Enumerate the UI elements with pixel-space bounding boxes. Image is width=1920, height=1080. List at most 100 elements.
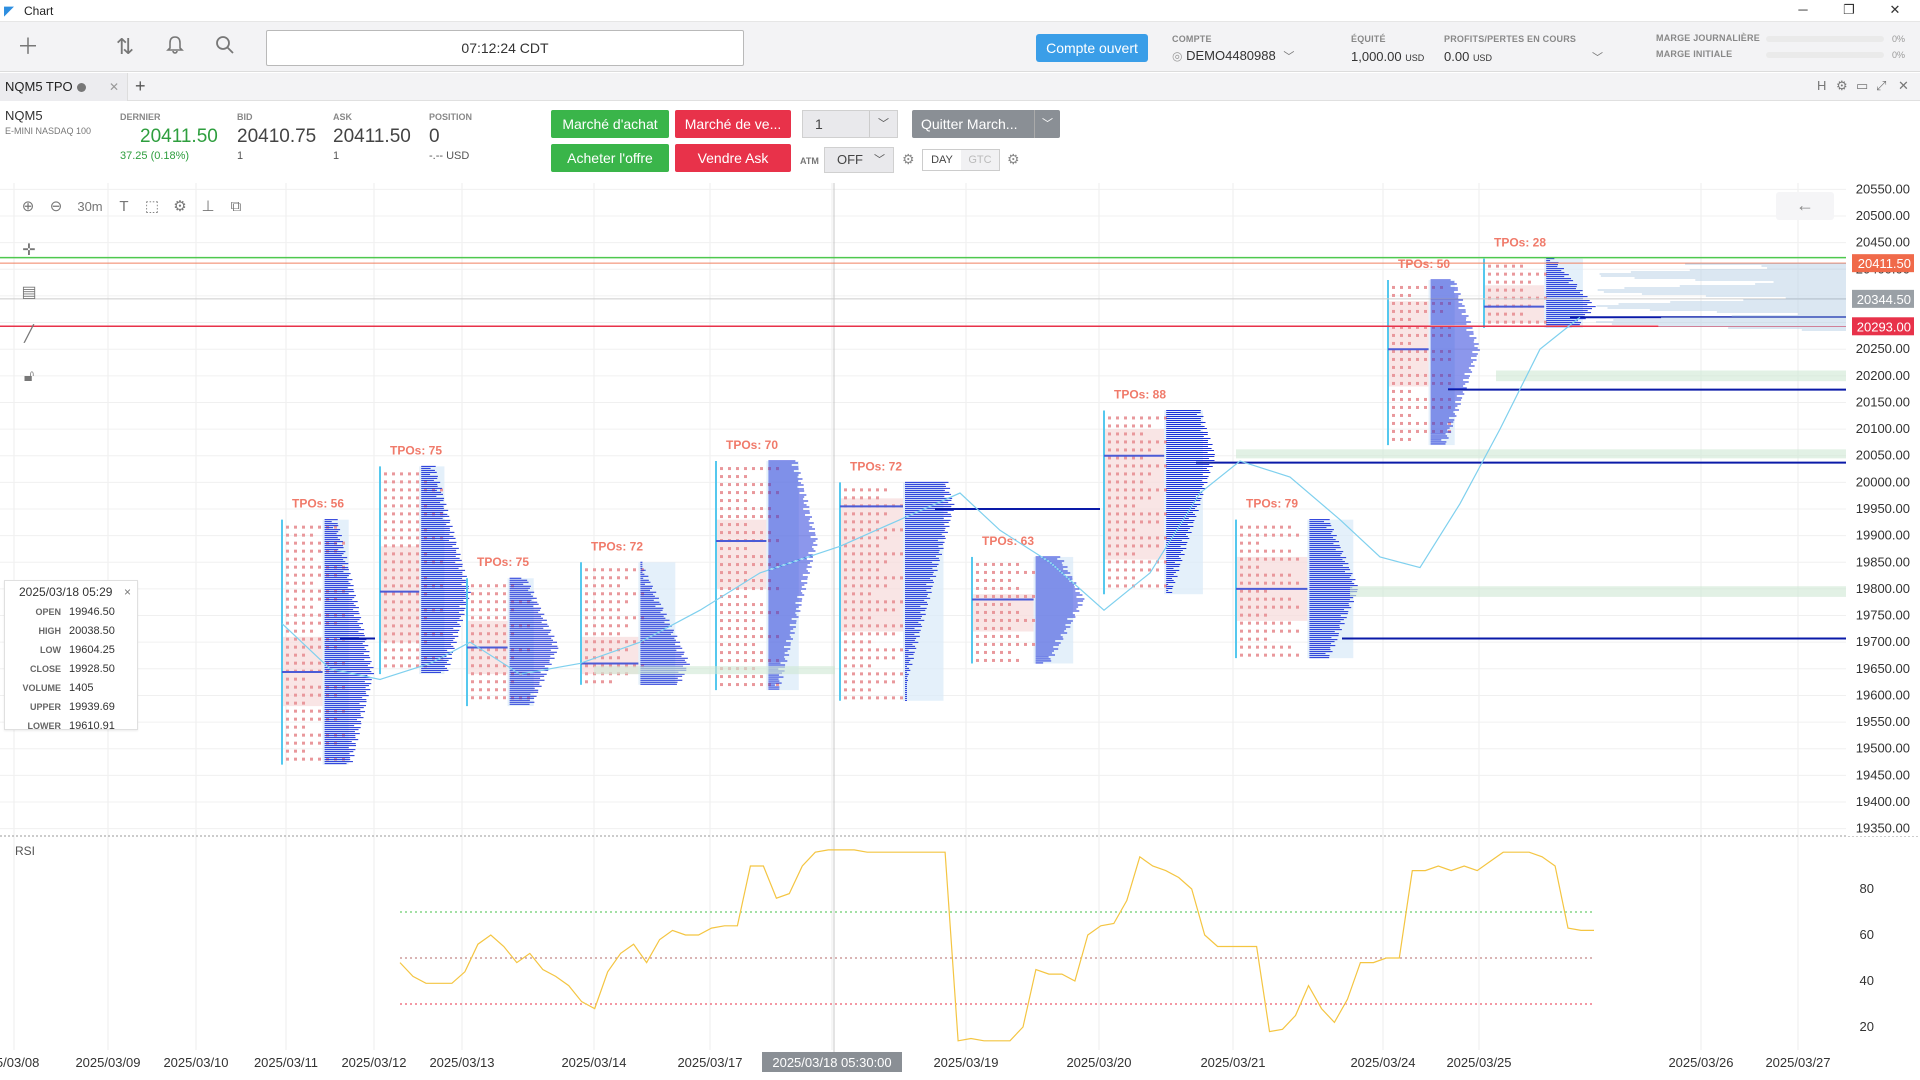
h-toggle-button[interactable]: H	[1817, 78, 1827, 93]
tpo-mark	[1400, 397, 1403, 401]
tpo-mark	[1520, 272, 1523, 276]
tpo-mark	[294, 637, 297, 641]
price-tag-label: 20344.50	[1857, 292, 1911, 307]
line-draw-icon[interactable]: ╱	[24, 326, 34, 343]
tpo-mark	[720, 507, 723, 511]
tpo-count-label: TPOs: 28	[1494, 236, 1546, 250]
interval-selector[interactable]: 30m	[77, 199, 103, 214]
add-icon[interactable]: ＋	[16, 34, 39, 59]
tpo-mark	[408, 480, 411, 484]
order-settings-gear-icon[interactable]: ⚙	[1007, 151, 1020, 167]
tpo-mark	[585, 632, 588, 636]
tpo-mark	[1392, 429, 1395, 433]
tpo-mark	[1512, 264, 1515, 268]
tif-day-option[interactable]: DAY	[923, 150, 961, 170]
tpo-mark	[736, 555, 739, 559]
tpo-mark	[1132, 432, 1135, 436]
tpo-mark	[1264, 549, 1267, 553]
buy-market-button[interactable]: Marché d'achat	[551, 110, 669, 138]
tab-nqm5-tpo[interactable]: NQM5 TPO ✕	[0, 73, 128, 101]
tpo-mark	[633, 568, 636, 572]
chevron-down-icon[interactable]: ﹀	[1034, 110, 1060, 138]
tpo-mark	[625, 576, 628, 580]
crosshair-icon[interactable]: ✛	[22, 242, 36, 259]
sell-market-button[interactable]: Marché de ve...	[675, 110, 791, 138]
tpo-mark	[992, 570, 995, 574]
tpo-mark	[479, 672, 482, 676]
tpo-mark	[884, 680, 887, 684]
tpo-mark	[1000, 626, 1003, 630]
quantity-selector[interactable]: 1 ﹀	[802, 110, 898, 138]
selection-tool-icon[interactable]: ⬚	[144, 198, 160, 215]
close-icon[interactable]: ×	[123, 585, 131, 599]
text-tool-icon[interactable]: T	[119, 198, 129, 215]
tpo-mark	[1024, 570, 1027, 574]
price-axis[interactable]: 20550.0020500.0020450.0020400.0020350.00…	[1846, 181, 1920, 836]
settings-gear-icon[interactable]: ⚙	[173, 198, 187, 215]
tpo-mark	[392, 536, 395, 540]
tpo-mark	[752, 619, 755, 623]
tpo-mark	[585, 680, 588, 684]
tpo-mark	[744, 611, 747, 615]
tpo-mark	[900, 600, 903, 604]
back-arrow-icon[interactable]: ←	[1776, 192, 1834, 220]
tpo-mark	[844, 616, 847, 620]
quit-market-button[interactable]: Quitter March... ﹀	[912, 110, 1060, 138]
atm-selector[interactable]: OFF ﹀	[824, 147, 894, 173]
chevron-down-icon[interactable]: ﹀	[1592, 52, 1603, 64]
tpo-mark	[286, 749, 289, 753]
copy-icon[interactable]: ⧉	[230, 198, 242, 215]
close-panel-icon[interactable]: ✕	[1898, 78, 1909, 93]
tpo-mark	[1016, 658, 1019, 662]
tpo-mark	[1124, 480, 1127, 484]
lock-icon[interactable]: 🔓︎	[23, 368, 35, 385]
add-tab-icon[interactable]: +	[135, 76, 146, 96]
tpo-mark	[736, 635, 739, 639]
zoom-in-icon[interactable]: ⊕	[21, 198, 35, 215]
axis-icon[interactable]: ⊥	[201, 198, 215, 215]
tab-close-icon[interactable]: ✕	[108, 80, 119, 94]
tpo-mark	[884, 560, 887, 564]
time-axis[interactable]: 25/03/08 2025/03/09 2025/03/10 2025/03/11 20…	[0, 1052, 1831, 1072]
tpo-mark	[860, 560, 863, 564]
tif-toggle[interactable]: DAY GTC	[922, 149, 1000, 171]
tpo-mark	[302, 741, 305, 745]
rsi-panel: RSI 80 60 40 20	[15, 844, 1874, 1042]
tpo-mark	[1108, 504, 1111, 508]
gear-icon[interactable]: ⚙	[1836, 78, 1848, 93]
tpo-mark	[294, 741, 297, 745]
tpo-mark	[1416, 421, 1419, 425]
tpo-mark	[720, 611, 723, 615]
tif-gtc-option[interactable]: GTC	[968, 154, 992, 166]
tpo-mark	[728, 635, 731, 639]
tpo-mark	[633, 592, 636, 596]
close-window-button[interactable]: ✕	[1889, 2, 1901, 17]
tpo-mark	[844, 520, 847, 524]
order-icon[interactable]: ▤	[21, 284, 37, 301]
zoom-out-icon[interactable]: ⊖	[49, 198, 63, 215]
minimize-button[interactable]: ─	[1798, 2, 1808, 17]
atm-settings-gear-icon[interactable]: ⚙	[902, 151, 915, 167]
search-icon[interactable]	[212, 34, 238, 60]
tpo-mark	[487, 696, 490, 700]
tpo-mark	[302, 589, 305, 593]
tpo-mark	[384, 600, 387, 604]
bell-icon[interactable]	[162, 34, 188, 60]
popout-icon[interactable]: ⤢	[1876, 78, 1887, 93]
tpo-mark	[860, 544, 863, 548]
tpo-mark	[318, 733, 321, 737]
tpo-mark	[294, 573, 297, 577]
tpo-mark	[392, 648, 395, 652]
tpo-mark	[736, 595, 739, 599]
tpo-mark	[479, 664, 482, 668]
buy-bid-button[interactable]: Acheter l'offre	[551, 144, 669, 172]
account-open-button[interactable]: Compte ouvert	[1036, 34, 1148, 62]
sell-ask-button[interactable]: Vendre Ask	[675, 144, 791, 172]
window-icon[interactable]: ▭	[1856, 78, 1869, 93]
transfer-arrows-icon[interactable]: ⇅	[115, 34, 135, 59]
tpo-mark	[752, 579, 755, 583]
account-selector[interactable]: ◎ DEMO4480988 ﹀	[1172, 48, 1294, 64]
tpo-mark	[868, 528, 871, 532]
maximize-button[interactable]: ❐	[1843, 2, 1855, 17]
tpo-chart[interactable]: TPOs: 56 TPOs: 75 TPOs: 75 TPOs: 72 TPOs: 70…	[0, 181, 1920, 1080]
